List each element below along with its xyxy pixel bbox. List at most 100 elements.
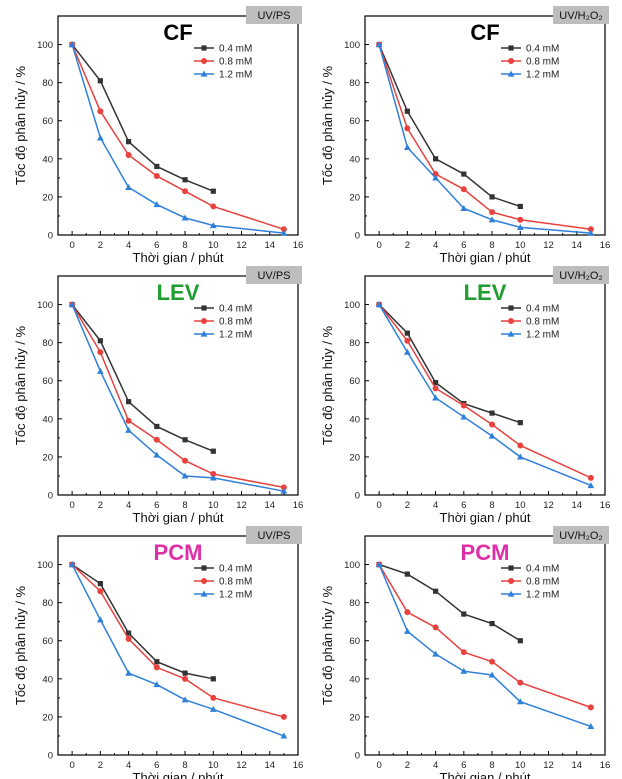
legend-marker [200, 590, 208, 597]
data-point [489, 209, 496, 216]
data-point [182, 437, 188, 443]
x-axis-label: Thời gian / phút [133, 510, 224, 525]
data-point [516, 223, 524, 230]
data-point [181, 696, 189, 703]
data-point [154, 423, 160, 430]
process-label: UV/PS [257, 10, 290, 22]
data-point [97, 349, 104, 356]
data-point [587, 226, 594, 233]
data-point [403, 348, 411, 355]
chart-svg: 0 2 4 6 8 10 12 14 16 0 20 40 60 80 100 Thời gian / phú… [13, 266, 303, 525]
legend-label: 0.8 mM [219, 317, 252, 328]
series-1-2-mm [68, 41, 288, 236]
y-tick-label: 0 [355, 751, 360, 762]
y-tick-label: 40 [349, 154, 360, 165]
data-point [210, 188, 216, 194]
data-point [488, 216, 496, 223]
data-point [125, 635, 132, 642]
series-line [71, 563, 214, 680]
data-point [125, 630, 132, 636]
x-tick-label: 16 [600, 240, 611, 251]
series-1-2-mm [68, 301, 288, 494]
data-point [488, 432, 496, 439]
data-point [96, 616, 104, 623]
x-tick-label: 8 [489, 240, 494, 251]
plot-frame [57, 275, 299, 496]
legend-marker [508, 58, 514, 64]
data-point [375, 561, 383, 568]
legend-marker [508, 45, 514, 51]
y-tick-label: 60 [42, 376, 53, 387]
x-tick-label: 4 [126, 500, 131, 511]
y-tick-label: 20 [349, 452, 360, 463]
data-point [587, 723, 595, 730]
x-tick-label: 14 [264, 500, 275, 511]
data-point [125, 426, 132, 433]
legend-label: 0.4 mM [219, 304, 252, 315]
data-point [517, 216, 524, 223]
x-tick-label: 8 [182, 500, 187, 511]
data-point [125, 139, 132, 145]
x-tick-label: 0 [376, 500, 381, 511]
data-point [460, 204, 468, 211]
y-tick-label: 20 [42, 192, 53, 203]
chart-panel-pcm-uv-h2o2: 0 2 4 6 8 10 12 14 16 0 20 40 60 80 100 Thời gian / phú… [311, 522, 619, 779]
data-point [404, 337, 411, 344]
y-axis-label: Tốc độ phân hủy / % [320, 585, 335, 705]
data-point [489, 621, 495, 627]
data-point [461, 171, 467, 177]
x-tick-label: 0 [376, 240, 381, 251]
data-point [153, 436, 160, 443]
y-tick-label: 80 [349, 598, 360, 609]
data-point [460, 667, 468, 674]
legend-marker [507, 330, 515, 337]
data-point [280, 732, 288, 739]
data-point [210, 676, 216, 682]
chart-panel-cf-uv-h2o2: 0 2 4 6 8 10 12 14 16 0 20 40 60 80 100 Thời gian / phú… [311, 2, 619, 265]
legend-label: 0.8 mM [526, 57, 559, 68]
compound-title: PCM [154, 540, 203, 565]
x-axis-label: Thời gian / phút [133, 770, 224, 779]
compound-title: CF [470, 20, 499, 45]
process-badge [246, 526, 302, 544]
data-point [587, 229, 595, 236]
series-1-2-mm [375, 561, 595, 730]
process-badge [553, 526, 609, 544]
data-point [96, 367, 104, 374]
x-tick-label: 12 [236, 760, 247, 771]
data-point [97, 581, 103, 587]
legend-marker [507, 590, 515, 597]
process-label: UV/H₂O₂ [559, 270, 602, 282]
y-tick-label: 100 [37, 560, 53, 571]
series-0-8-mm [376, 561, 594, 711]
data-point [403, 627, 411, 634]
legend-label: 0.8 mM [526, 317, 559, 328]
data-point [489, 658, 496, 665]
data-point [182, 670, 188, 676]
legend-marker [508, 305, 514, 311]
y-tick-label: 80 [42, 78, 53, 89]
process-badge [553, 6, 609, 24]
process-label: UV/H₂O₂ [559, 10, 602, 22]
y-axis-label: Tốc độ phân hủy / % [13, 585, 28, 705]
series-0-8-mm [376, 41, 594, 233]
y-tick-label: 40 [42, 414, 53, 425]
x-tick-label: 4 [433, 240, 438, 251]
y-tick-label: 60 [42, 636, 53, 647]
data-point [489, 194, 495, 200]
compound-title: LEV [157, 280, 200, 305]
legend-label: 1.2 mM [526, 70, 559, 81]
x-tick-label: 8 [182, 240, 187, 251]
data-point [125, 152, 132, 159]
legend-marker [201, 45, 207, 51]
process-badge [246, 6, 302, 24]
data-point [153, 172, 160, 179]
y-tick-label: 40 [42, 674, 53, 685]
data-point [209, 474, 217, 481]
data-point [432, 624, 439, 631]
y-tick-label: 40 [42, 154, 53, 165]
x-tick-label: 2 [405, 500, 410, 511]
x-tick-label: 4 [126, 760, 131, 771]
chart-panel-pcm-uv-ps: 0 2 4 6 8 10 12 14 16 0 20 40 60 80 100 Thời gian / phú… [4, 522, 312, 779]
data-point [460, 649, 467, 656]
